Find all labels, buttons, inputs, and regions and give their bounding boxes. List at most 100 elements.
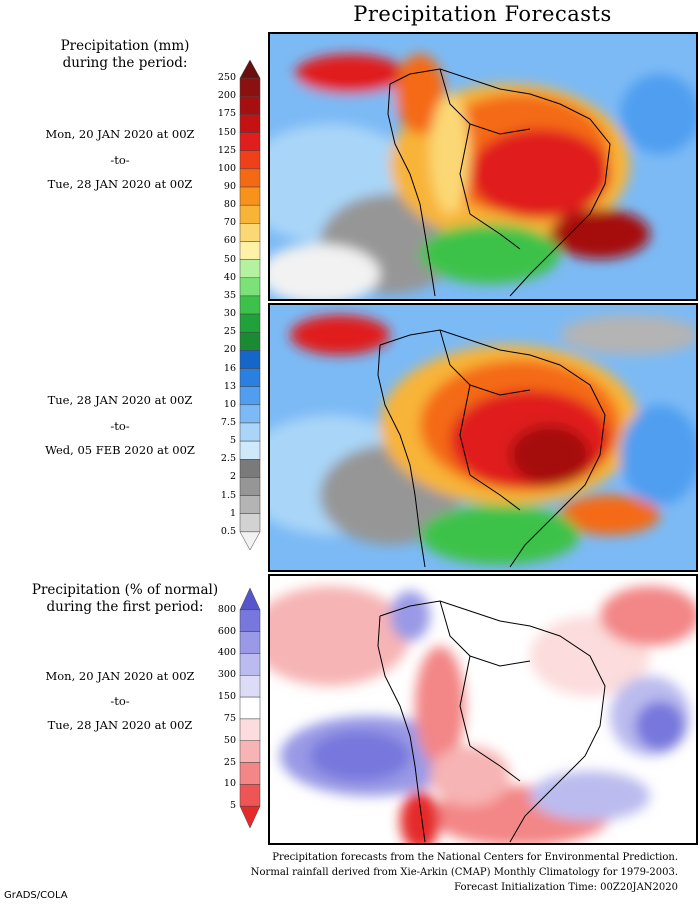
colorbar-tick-label: 5 (229, 800, 236, 812)
colorbar-segment (239, 132, 261, 151)
period1-sep: -to- (110, 153, 130, 167)
colorbar-segment (239, 477, 261, 496)
colorbar-tick-label: 1 (229, 507, 236, 519)
colorbar-tick-label: 300 (217, 669, 236, 681)
grads-credit: GrADS/COLA (4, 890, 68, 901)
colorbar-tick-label: 250 (217, 72, 236, 84)
colorbar-segment (239, 186, 261, 206)
colorbar-tick-label: 2 (229, 471, 236, 483)
colorbar-tick-label: 150 (217, 126, 236, 138)
colorbar-segment (239, 495, 261, 514)
amount-header: Precipitation (mm) during the period: (0, 38, 250, 72)
colorbar-segment (239, 653, 261, 676)
colorbar-segment (239, 805, 261, 828)
percent-header: Precipitation (% of normal) during the f… (0, 582, 250, 616)
period3-sep: -to- (110, 694, 130, 708)
colorbar-segment (239, 168, 261, 188)
colorbar-segment (239, 331, 261, 351)
period1-start: Mon, 20 JAN 2020 at 00Z (45, 127, 195, 141)
period2-start: Tue, 28 JAN 2020 at 00Z (47, 393, 193, 407)
forecast-map-period2 (268, 303, 698, 572)
period3-start: Mon, 20 JAN 2020 at 00Z (45, 669, 195, 683)
colorbar-tick-label: 100 (217, 162, 236, 174)
amount-header-line2: during the period: (62, 55, 188, 71)
amount-colorbar (239, 60, 261, 550)
colorbar-tick-label: 175 (217, 108, 236, 120)
colorbar-tick-label: 40 (223, 271, 236, 283)
colorbar-segment (239, 631, 261, 654)
colorbar-tick-label: 0.5 (220, 525, 236, 537)
colorbar-tick-label: 20 (223, 344, 236, 356)
colorbar-segment (239, 422, 261, 442)
colorbar-segment (239, 295, 261, 315)
footer-notes: Precipitation forecasts from the Nationa… (238, 850, 678, 895)
colorbar-tick-label: 25 (223, 756, 236, 768)
colorbar-tick-label: 5 (229, 435, 236, 447)
colorbar-tick-label: 125 (217, 144, 236, 156)
period1-end: Tue, 28 JAN 2020 at 00Z (47, 177, 193, 191)
colorbar-tick-label: 2.5 (220, 453, 236, 465)
period3-end: Tue, 28 JAN 2020 at 00Z (47, 718, 193, 732)
colorbar-segment (239, 77, 261, 97)
colorbar-tick-label: 30 (223, 308, 236, 320)
colorbar-tick-label: 90 (223, 181, 236, 193)
colorbar-tick-label: 150 (217, 691, 236, 703)
colorbar-tick-label: 13 (223, 380, 236, 392)
colorbar-segment (239, 386, 261, 406)
colorbar-segment (239, 531, 261, 550)
colorbar-segment (239, 740, 261, 763)
colorbar-tick-label: 25 (223, 326, 236, 338)
colorbar-segment (239, 696, 261, 720)
colorbar-segment (239, 368, 261, 387)
colorbar-segment (239, 223, 261, 242)
percent-header-line2: during the first period: (46, 599, 204, 615)
colorbar-tick-label: 10 (223, 398, 236, 410)
colorbar-segment (239, 718, 261, 741)
colorbar-tick-label: 70 (223, 217, 236, 229)
page-title: Precipitation Forecasts (353, 2, 612, 26)
colorbar-tick-label: 75 (223, 712, 236, 724)
colorbar-segment (239, 60, 261, 79)
colorbar-segment (239, 404, 261, 424)
colorbar-tick-label: 800 (217, 603, 236, 615)
footer-line2: Normal rainfall derived from Xie-Arkin (… (250, 867, 678, 878)
colorbar-segment (239, 96, 261, 115)
colorbar-tick-label: 35 (223, 289, 236, 301)
colorbar-tick-label: 1.5 (220, 489, 236, 501)
colorbar-segment (239, 277, 261, 297)
colorbar-segment (239, 513, 261, 533)
colorbar-tick-label: 7.5 (220, 416, 236, 428)
colorbar-tick-label: 200 (217, 90, 236, 102)
colorbar-tick-label: 50 (223, 253, 236, 265)
colorbar-segment (239, 588, 261, 611)
percent-normal-map (268, 574, 698, 845)
colorbar-segment (239, 114, 261, 133)
colorbar-tick-label: 400 (217, 647, 236, 659)
percent-colorbar (239, 588, 261, 828)
colorbar-tick-label: 80 (223, 199, 236, 211)
period2-end: Wed, 05 FEB 2020 at 00Z (45, 443, 195, 457)
percent-header-line1: Precipitation (% of normal) (31, 582, 219, 598)
colorbar-tick-label: 16 (223, 362, 236, 374)
forecast-map-period1 (268, 32, 698, 301)
colorbar-segment (239, 609, 261, 632)
colorbar-segment (239, 241, 261, 260)
period2-sep: -to- (110, 419, 130, 433)
colorbar-segment (239, 259, 261, 279)
colorbar-segment (239, 313, 261, 333)
colorbar-tick-label: 600 (217, 625, 236, 637)
colorbar-segment (239, 440, 261, 460)
colorbar-segment (239, 784, 261, 807)
colorbar-segment (239, 350, 261, 369)
colorbar-segment (239, 762, 261, 785)
colorbar-tick-label: 50 (223, 734, 236, 746)
colorbar-tick-label: 60 (223, 235, 236, 247)
footer-line3: Forecast Initialization Time: 00Z20JAN20… (454, 882, 678, 893)
colorbar-segment (239, 675, 261, 698)
colorbar-segment (239, 150, 261, 170)
colorbar-segment (239, 459, 261, 478)
colorbar-segment (239, 204, 261, 224)
amount-header-line1: Precipitation (mm) (60, 38, 190, 54)
colorbar-tick-label: 10 (223, 778, 236, 790)
footer-line1: Precipitation forecasts from the Nationa… (272, 852, 678, 863)
